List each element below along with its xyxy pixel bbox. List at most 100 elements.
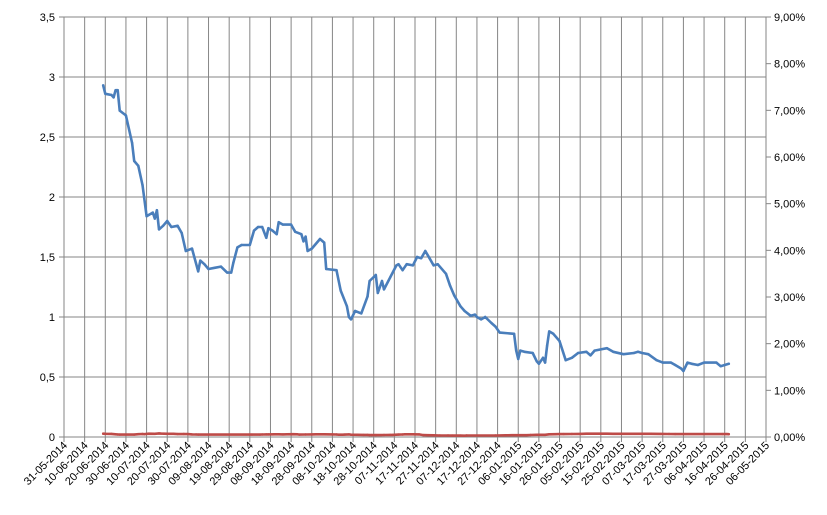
data-point — [397, 263, 400, 266]
data-point — [515, 349, 518, 352]
data-point — [541, 356, 545, 359]
data-point — [199, 259, 202, 262]
data-point — [170, 225, 173, 229]
data-point — [649, 432, 652, 435]
data-point — [281, 223, 285, 226]
data-point — [380, 279, 384, 283]
data-point — [137, 164, 140, 167]
data-point — [116, 433, 119, 436]
left-tick-label: 1,5 — [40, 252, 55, 264]
data-point — [267, 227, 270, 230]
data-point — [349, 433, 353, 436]
data-point — [446, 434, 450, 437]
data-point — [112, 96, 115, 99]
data-point — [519, 349, 522, 352]
data-point — [669, 361, 673, 364]
right-tick-label: 0,00% — [774, 432, 805, 444]
data-point — [564, 359, 567, 362]
data-point — [562, 432, 565, 436]
data-point — [285, 433, 289, 436]
data-point — [143, 433, 146, 436]
data-point — [436, 263, 439, 266]
data-point — [114, 433, 117, 436]
data-point — [318, 237, 322, 241]
data-point — [558, 432, 561, 436]
data-point — [659, 432, 662, 436]
data-point — [166, 219, 169, 223]
data-point — [133, 433, 136, 436]
data-point — [159, 432, 163, 435]
series-2 — [101, 432, 731, 437]
data-point — [523, 350, 526, 353]
data-point — [535, 360, 538, 363]
data-point — [366, 433, 369, 437]
data-point — [368, 433, 371, 437]
right-tick-label: 1,00% — [774, 385, 805, 397]
right-tick-label: 7,00% — [774, 105, 805, 117]
data-point — [194, 433, 198, 436]
data-point — [647, 353, 650, 356]
data-point — [622, 353, 625, 356]
data-point — [345, 305, 349, 308]
left-tick-label: 2 — [49, 192, 55, 204]
data-point — [306, 249, 309, 253]
data-point — [248, 433, 251, 436]
data-point — [715, 361, 718, 364]
data-point — [525, 434, 528, 437]
right-tick-label: 4,00% — [774, 245, 805, 257]
data-point — [376, 291, 379, 295]
data-point — [638, 432, 642, 435]
data-point — [102, 84, 105, 87]
data-point — [667, 432, 671, 436]
data-point — [727, 433, 730, 436]
data-point — [170, 432, 173, 435]
data-point — [593, 349, 596, 352]
data-point — [157, 228, 161, 231]
data-point — [153, 432, 156, 435]
data-point — [147, 213, 150, 217]
data-point — [347, 315, 351, 319]
right-tick-label: 6,00% — [774, 152, 805, 164]
left-y-axis: 0 0,5 1 1,5 2 2,5 3 3,5 — [40, 12, 64, 444]
data-point — [374, 273, 377, 277]
data-point — [343, 433, 346, 436]
data-point — [310, 433, 313, 436]
data-point — [248, 243, 251, 247]
data-point — [304, 433, 307, 436]
data-point — [391, 433, 394, 437]
data-point — [339, 289, 342, 292]
data-point — [417, 433, 421, 436]
data-point — [411, 264, 415, 267]
data-point — [289, 223, 293, 226]
data-point — [190, 433, 194, 436]
data-point — [682, 369, 685, 373]
data-point — [725, 432, 728, 436]
data-point — [545, 344, 549, 347]
data-point — [554, 433, 557, 436]
data-point — [490, 321, 493, 325]
data-point — [389, 433, 392, 437]
data-point — [552, 332, 555, 335]
data-point — [275, 233, 278, 236]
data-point — [415, 255, 419, 259]
data-point — [632, 351, 636, 355]
data-point — [273, 433, 276, 436]
series-layer — [101, 84, 731, 437]
data-point — [428, 257, 431, 260]
data-point — [438, 434, 441, 437]
data-point — [277, 221, 280, 224]
data-point — [225, 271, 229, 274]
data-point — [302, 240, 305, 243]
data-point — [114, 89, 117, 92]
data-point — [341, 433, 344, 436]
data-point — [420, 257, 423, 260]
data-point — [281, 433, 285, 436]
data-point — [612, 350, 615, 353]
data-point — [141, 183, 144, 187]
data-point — [314, 433, 318, 436]
data-point — [463, 309, 466, 313]
data-point — [182, 432, 185, 436]
right-tick-label: 5,00% — [774, 199, 805, 211]
data-point — [166, 432, 169, 435]
data-point — [548, 433, 551, 436]
